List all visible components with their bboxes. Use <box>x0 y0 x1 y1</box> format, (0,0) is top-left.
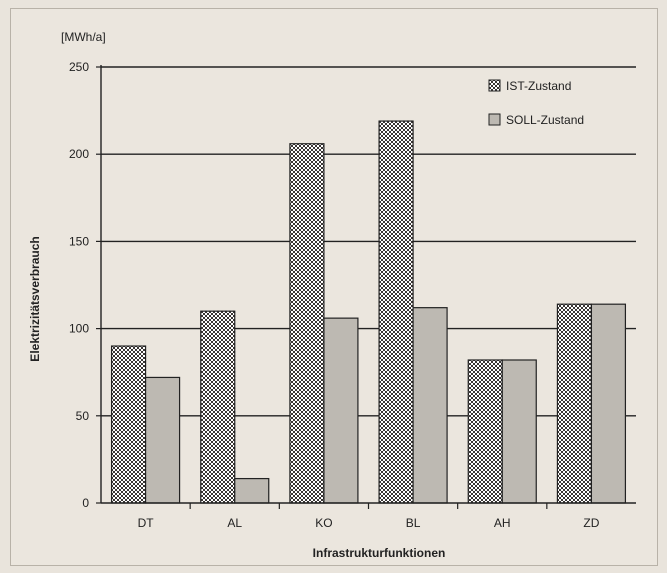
bar-soll <box>590 303 627 504</box>
bar-ist <box>289 143 325 504</box>
bar-soll <box>323 317 359 504</box>
bar-ist <box>556 303 593 504</box>
y-tick-label: 150 <box>69 234 89 248</box>
bar-ist <box>200 310 236 504</box>
y-tick-label: 200 <box>69 147 89 161</box>
y-tick-label: 0 <box>82 496 89 510</box>
x-tick-label: ZD <box>583 516 599 530</box>
bar-ist <box>110 345 147 504</box>
x-tick-label: BL <box>406 516 421 530</box>
bar-soll <box>412 307 448 504</box>
x-tick-label: KO <box>315 516 332 530</box>
bar-ist <box>378 120 414 504</box>
x-tick-label: AH <box>494 516 511 530</box>
y-axis-title: Elektrizitätsverbrauch <box>28 236 42 361</box>
bar-soll <box>234 477 270 504</box>
bar-soll <box>501 359 537 504</box>
x-axis-title: Infrastrukturfunktionen <box>313 546 446 560</box>
x-tick-label: AL <box>227 516 242 530</box>
bar-soll <box>144 376 181 504</box>
y-tick-label: 250 <box>69 60 89 74</box>
bar-chart: [MWh/a] Elektrizitätsverbrauch Infrastru… <box>28 30 636 560</box>
y-tick-label: 50 <box>76 409 90 423</box>
x-tick-label: DT <box>138 516 155 530</box>
legend-label-ist: IST-Zustand <box>506 79 571 93</box>
legend-swatch-soll <box>488 113 501 126</box>
y-unit-label: [MWh/a] <box>61 30 106 44</box>
bar-ist <box>467 359 503 504</box>
legend-swatch-ist <box>488 79 501 92</box>
legend-label-soll: SOLL-Zustand <box>506 113 584 127</box>
chart-frame: [MWh/a] Elektrizitätsverbrauch Infrastru… <box>10 8 658 566</box>
y-tick-label: 100 <box>69 322 89 336</box>
